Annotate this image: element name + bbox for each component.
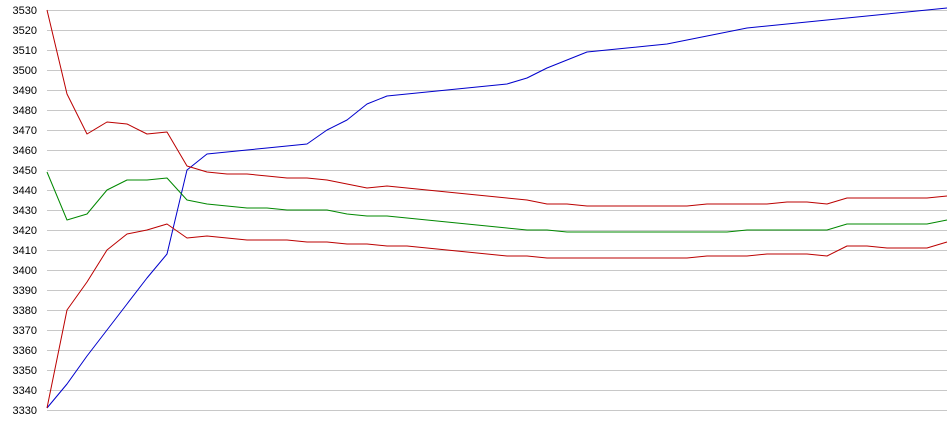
series-line-1 (46, 9, 948, 207)
y-axis-tick-labels: 3530 3520 3510 3500 3490 3480 3470 3460 3450 3440… (13, 5, 37, 417)
y-tick-label: 3490 (13, 85, 37, 97)
y-tick-label: 3350 (13, 365, 37, 377)
y-tick-label: 3500 (13, 65, 37, 77)
y-tick-label: 3450 (13, 165, 37, 177)
y-tick-label: 3370 (13, 325, 37, 337)
y-tick-label: 3360 (13, 345, 37, 357)
y-tick-label: 3470 (13, 125, 37, 137)
y-tick-label: 3530 (13, 5, 37, 17)
y-tick-label: 3400 (13, 265, 37, 277)
y-tick-label: 3510 (13, 45, 37, 57)
y-tick-label: 3480 (13, 105, 37, 117)
grid-lines (47, 10, 947, 411)
y-tick-label: 3420 (13, 225, 37, 237)
y-tick-label: 3390 (13, 285, 37, 297)
y-tick-label: 3520 (13, 25, 37, 37)
y-tick-label: 3410 (13, 245, 37, 257)
y-tick-label: 3380 (13, 305, 37, 317)
series-line-0 (46, 7, 948, 409)
y-tick-label: 3340 (13, 385, 37, 397)
series-line-3 (46, 223, 948, 409)
series-line-2 (46, 171, 948, 233)
y-tick-label: 3330 (13, 405, 37, 417)
series-lines (46, 7, 948, 409)
y-tick-label: 3460 (13, 145, 37, 157)
y-tick-label: 3430 (13, 205, 37, 217)
y-tick-label: 3440 (13, 185, 37, 197)
